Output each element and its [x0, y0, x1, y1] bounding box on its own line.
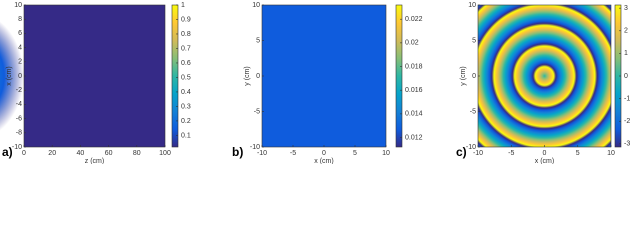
y-tick-label: -10	[12, 144, 22, 151]
y-tick-label: 5	[256, 37, 260, 44]
colorbar-tick-label: 0.02	[405, 40, 419, 47]
colorbar-tick-label: 0.2	[181, 118, 191, 125]
y-tick-label: 6	[18, 30, 22, 37]
x-tick-label: 20	[48, 150, 56, 157]
colorbar-tick-label: 0.1	[181, 132, 191, 139]
panel-label: b)	[232, 145, 243, 159]
gaussian-field	[262, 5, 386, 147]
x-tick-label: -5	[508, 150, 514, 157]
colorbar-tick-label: 0.7	[181, 45, 191, 52]
x-tick-label: 40	[77, 150, 85, 157]
y-tick-label: 0	[18, 73, 22, 80]
colorbar	[396, 5, 402, 147]
x-tick-label: -10	[257, 150, 267, 157]
x-tick-label: 10	[382, 150, 390, 157]
x-tick-label: 100	[159, 150, 171, 157]
x-axis-label: x (cm)	[314, 158, 333, 164]
colorbar-tick-label: -3	[624, 141, 630, 148]
x-tick-label: -5	[290, 150, 296, 157]
x-tick-label: 5	[353, 150, 357, 157]
y-tick-label: -5	[470, 108, 476, 115]
colorbar-tick-label: 0.8	[181, 31, 191, 38]
colorbar-tick-label: 1	[181, 2, 185, 9]
colorbar-tick-label: 0.9	[181, 16, 191, 23]
y-tick-label: -6	[16, 115, 22, 122]
y-tick-label: -4	[16, 101, 22, 108]
colorbar-frame	[171, 4, 179, 148]
colorbar-tick-label: 0.4	[181, 89, 191, 96]
x-tick-label: 10	[607, 150, 615, 157]
y-axis-label: y (cm)	[244, 66, 251, 85]
colorbar-tick-label: 0.016	[405, 87, 423, 94]
colorbar-tick-label: 2	[624, 28, 628, 35]
x-tick-label: 5	[576, 150, 580, 157]
y-tick-label: -2	[16, 87, 22, 94]
colorbar-tick-label: 0.014	[405, 111, 423, 118]
y-tick-label: 8	[18, 16, 22, 23]
colorbar-tick-label: -2	[624, 118, 630, 125]
colorbar-tick-label: 0.012	[405, 134, 423, 141]
y-tick-label: -8	[16, 130, 22, 137]
y-tick-label: -10	[250, 144, 260, 151]
panel-label: c)	[456, 145, 467, 159]
colorbar	[172, 5, 178, 147]
y-tick-label: 4	[18, 44, 22, 51]
y-axis-label: y (cm)	[460, 66, 467, 85]
y-tick-label: 0	[256, 73, 260, 80]
colorbar-tick-label: 0.6	[181, 60, 191, 67]
beam-field	[0, 12, 74, 140]
y-tick-label: 0	[472, 73, 476, 80]
colorbar-tick-label: 0.5	[181, 74, 191, 81]
y-tick-label: 10	[468, 2, 476, 9]
colorbar-tick-label: -1	[624, 95, 630, 102]
y-tick-label: 5	[472, 37, 476, 44]
x-tick-label: 0	[322, 150, 326, 157]
y-tick-label: -5	[254, 108, 260, 115]
x-tick-label: -10	[473, 150, 483, 157]
colorbar-tick-label: 3	[624, 5, 628, 12]
x-tick-label: 0	[543, 150, 547, 157]
y-axis-label: x (cm)	[6, 66, 13, 85]
colorbar-tick-label: 0	[624, 73, 628, 80]
y-tick-label: 10	[14, 2, 22, 9]
colorbar-tick-label: 0.022	[405, 16, 423, 23]
colorbar	[615, 5, 621, 147]
colorbar-tick-label: 1	[624, 50, 628, 57]
x-tick-label: 60	[105, 150, 113, 157]
colorbar-frame	[395, 4, 403, 148]
y-tick-label: 2	[18, 59, 22, 66]
x-axis-label: x (cm)	[535, 158, 554, 164]
x-tick-label: 0	[22, 150, 26, 157]
x-axis-label: z (cm)	[85, 158, 104, 164]
y-tick-label: -10	[466, 144, 476, 151]
colorbar-tick-label: 0.3	[181, 103, 191, 110]
colorbar-tick-label: 0.018	[405, 63, 423, 70]
y-tick-label: 10	[252, 2, 260, 9]
panel-label: a)	[2, 145, 13, 159]
phase-field	[478, 5, 611, 147]
x-tick-label: 80	[133, 150, 141, 157]
